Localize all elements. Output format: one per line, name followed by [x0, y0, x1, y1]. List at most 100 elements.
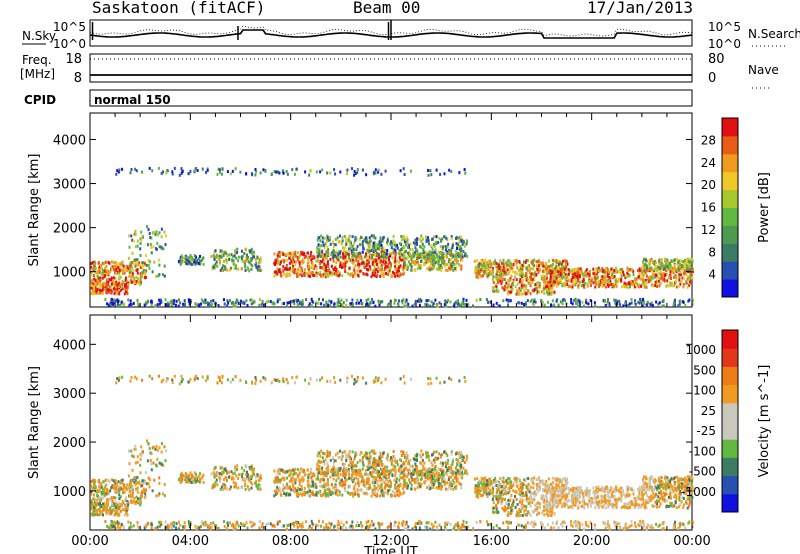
- power-echo: [596, 282, 599, 286]
- power-echo: [440, 252, 442, 255]
- power-echo: [565, 279, 568, 283]
- power-echo: [387, 262, 390, 266]
- power-echo: [374, 236, 377, 240]
- power-echo: [593, 275, 596, 279]
- velocity-echo: [371, 478, 374, 482]
- power-echo: [404, 256, 407, 260]
- power-echo: [316, 250, 319, 254]
- power-echo: [528, 281, 531, 285]
- power-echo: [359, 243, 361, 247]
- power-echo: [361, 168, 364, 172]
- power-echo: [570, 301, 573, 305]
- power-echo: [165, 171, 168, 175]
- power-echo: [667, 262, 669, 266]
- power-echo: [485, 298, 488, 302]
- power-echo: [371, 247, 374, 251]
- power-echo: [552, 280, 555, 283]
- power-echo: [342, 256, 345, 260]
- power-echo: [326, 245, 329, 249]
- power-echo: [538, 285, 541, 289]
- power-echo: [345, 260, 348, 264]
- power-echo: [654, 264, 656, 268]
- power-echo: [537, 270, 540, 274]
- velocity-echo: [90, 484, 93, 488]
- velocity-echo: [329, 492, 332, 496]
- power-echo: [298, 260, 301, 264]
- power-echo: [160, 171, 163, 175]
- power-echo: [250, 249, 253, 253]
- power-echo: [477, 271, 480, 275]
- power-echo: [389, 242, 392, 246]
- power-echo: [679, 263, 682, 267]
- velocity-echo: [223, 477, 225, 481]
- power-echo: [555, 268, 558, 272]
- power-echo: [404, 250, 407, 254]
- velocity-echo: [144, 471, 147, 475]
- velocity-echo: [299, 467, 302, 471]
- power-echo: [320, 274, 322, 278]
- velocity-echo: [92, 502, 95, 506]
- velocity-echo: [301, 476, 304, 480]
- velocity-echo: [129, 480, 132, 484]
- power-echo: [345, 250, 348, 254]
- velocity-echo: [388, 488, 391, 492]
- power-echo: [674, 281, 677, 284]
- power-echo: [300, 269, 303, 272]
- power-echo: [379, 300, 382, 304]
- velocity-echo: [180, 479, 183, 483]
- velocity-echo: [140, 445, 143, 449]
- power-echo: [577, 284, 580, 287]
- velocity-echo: [362, 491, 365, 495]
- power-echo: [414, 246, 417, 250]
- power-echo: [322, 260, 325, 264]
- power-echo: [510, 262, 512, 266]
- power-echo: [571, 280, 574, 284]
- power-echo: [325, 264, 328, 268]
- velocity-echo: [99, 509, 101, 513]
- power-echo: [527, 281, 530, 285]
- power-echo: [496, 289, 499, 293]
- power-echo: [135, 275, 138, 279]
- velocity-echo: [228, 487, 231, 491]
- velocity-echo: [311, 479, 313, 483]
- velocity-echo: [398, 494, 401, 498]
- power-echo: [529, 284, 532, 288]
- velocity-echo: [108, 512, 111, 516]
- velocity-echo: [279, 480, 282, 484]
- power-echo: [92, 282, 95, 286]
- power-echo: [421, 242, 424, 246]
- power-echo: [541, 301, 544, 305]
- noise-right-tick-high: 10^5: [708, 20, 741, 34]
- power-echo: [278, 171, 281, 175]
- power-echo: [459, 254, 462, 258]
- power-echo: [183, 258, 186, 262]
- power-echo: [688, 267, 691, 271]
- power-echo: [428, 242, 430, 246]
- power-echo: [193, 262, 196, 266]
- power-echo: [321, 274, 324, 278]
- velocity-echo: [181, 477, 184, 481]
- power-echo: [216, 264, 219, 268]
- power-echo: [656, 285, 658, 288]
- power-echo: [410, 254, 412, 258]
- power-echo: [429, 169, 432, 173]
- power-echo: [637, 269, 639, 272]
- power-echo: [240, 249, 243, 253]
- power-echo: [372, 236, 375, 240]
- power-echo: [353, 268, 356, 272]
- power-echo: [91, 261, 94, 265]
- power-echo: [647, 267, 650, 271]
- power-echo: [361, 301, 364, 305]
- power-echo: [642, 260, 644, 264]
- velocity-echo: [134, 501, 137, 505]
- power-scatter: [90, 166, 694, 308]
- power-echo: [382, 272, 385, 276]
- power-echo: [427, 259, 430, 263]
- power-echo: [483, 267, 485, 270]
- power-echo: [115, 172, 118, 176]
- power-echo: [368, 265, 371, 269]
- power-echo: [259, 256, 262, 260]
- power-echo: [285, 304, 288, 308]
- power-echo: [212, 265, 215, 269]
- power-echo: [525, 277, 528, 281]
